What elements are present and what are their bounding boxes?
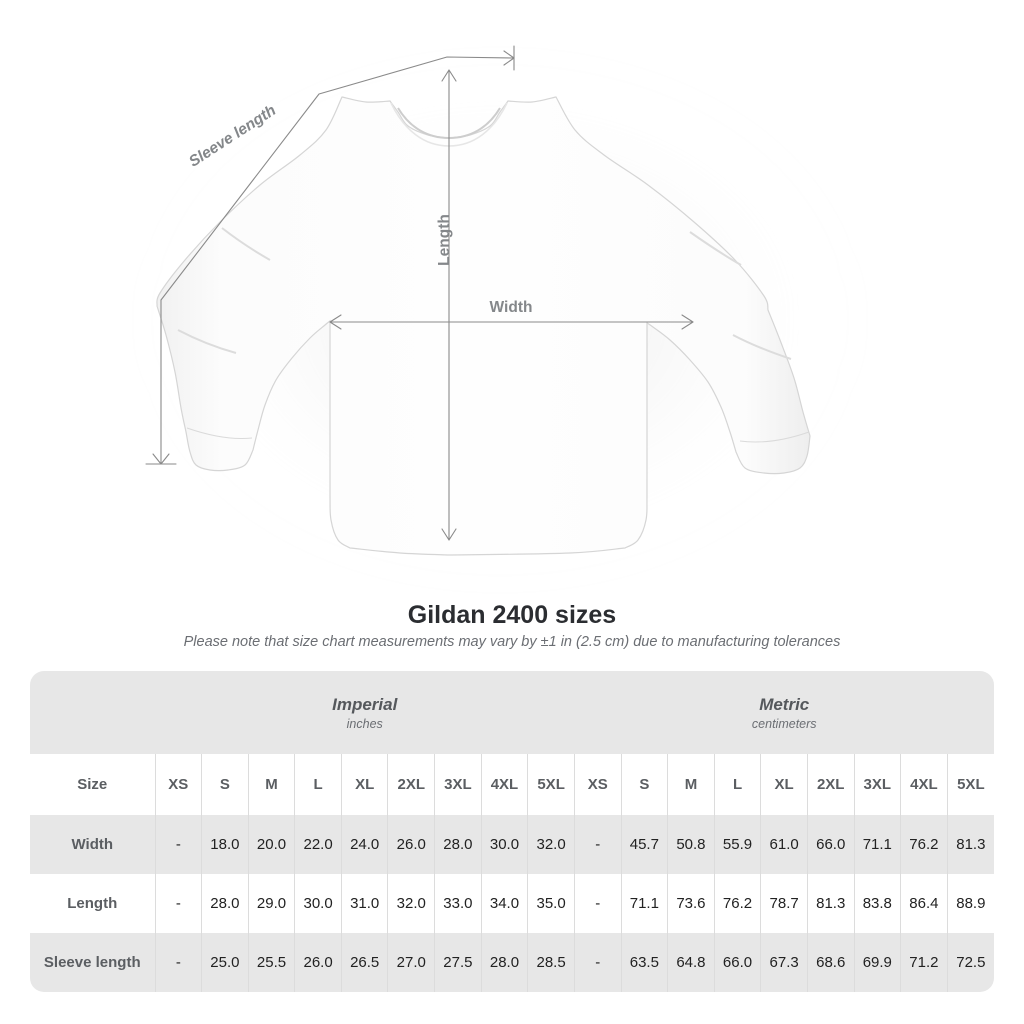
svg-text:Length: Length bbox=[436, 214, 453, 266]
svg-text:Width: Width bbox=[490, 299, 533, 316]
